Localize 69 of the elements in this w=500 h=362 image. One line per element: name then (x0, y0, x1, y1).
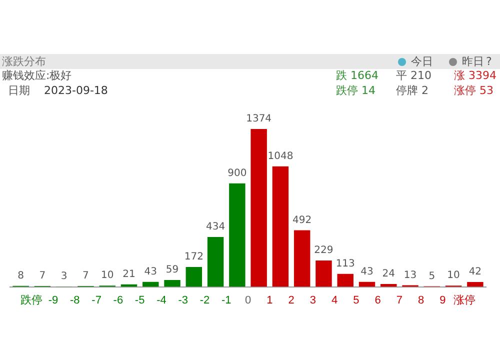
data-label: 8 (18, 270, 24, 282)
data-label: 172 (184, 252, 204, 263)
bar (358, 282, 376, 287)
text: 日期 (8, 84, 30, 97)
text: 跌 1664 (336, 69, 378, 82)
data-label: 7 (39, 270, 46, 282)
x-tick-label: 0 (244, 294, 252, 306)
data-label: 7 (82, 270, 89, 282)
x-tick-label: 跌停 (20, 294, 43, 306)
x-tick-label: -4 (156, 294, 166, 306)
bar (207, 236, 224, 287)
x-tick-label: 2 (288, 294, 294, 306)
data-label: 59 (166, 264, 179, 276)
data-label: 13 (404, 270, 417, 281)
x-tick-label: -8 (70, 294, 80, 306)
x-tick-label: 1 (266, 294, 273, 306)
data-label: 3 (60, 271, 68, 282)
x-tick-label: 5 (353, 294, 360, 306)
data-label: 900 (228, 168, 247, 180)
x-tick-label: -3 (178, 294, 188, 306)
chart-title: 涨跌分布 (2, 55, 46, 68)
text: 2023-09-18 (44, 84, 108, 97)
bar (337, 274, 354, 287)
text: 涨停 53 (454, 84, 494, 97)
bar (467, 282, 484, 287)
bar (250, 128, 267, 287)
text: 赚钱效应:极好 (2, 69, 72, 82)
data-label: 1048 (268, 151, 294, 162)
data-label: 492 (292, 214, 312, 226)
x-tick-label: -9 (48, 294, 58, 306)
data-label: 10 (100, 270, 114, 282)
x-tick-label: -5 (134, 294, 145, 306)
bar (186, 267, 202, 287)
bar (229, 183, 246, 287)
text: 昨日 (462, 55, 484, 68)
data-label: 43 (360, 266, 374, 278)
data-label: 434 (206, 222, 226, 233)
bar (294, 230, 310, 287)
data-label: 229 (314, 245, 334, 256)
x-tick-label: 涨停 (453, 294, 476, 306)
x-tick-label: 6 (374, 294, 381, 306)
x-tick-label: 8 (418, 294, 424, 306)
bar (142, 282, 159, 287)
x-tick-label: -2 (200, 294, 210, 306)
data-label: 113 (336, 258, 355, 270)
data-label: 5 (428, 270, 436, 282)
x-tick-label: -6 (113, 294, 124, 306)
bar (316, 260, 332, 287)
data-label: 10 (447, 270, 460, 282)
text: ? (486, 55, 492, 68)
data-label: 42 (468, 266, 482, 278)
x-tick-label: -7 (92, 294, 102, 306)
text: 今日 (411, 55, 433, 68)
bar (380, 284, 397, 287)
text: 平 210 (396, 69, 432, 82)
text: 跌停 14 (336, 84, 376, 97)
x-tick-label: -1 (221, 294, 232, 306)
data-label: 43 (144, 266, 158, 278)
data-label: 21 (122, 268, 136, 280)
x-tick-label: 4 (331, 294, 338, 306)
bar (272, 166, 289, 287)
x-tick-label: 3 (310, 294, 316, 306)
data-label: 24 (382, 268, 396, 280)
x-tick-label: 9 (440, 294, 446, 306)
data-label: 1374 (246, 114, 272, 125)
text: 涨 3394 (454, 69, 496, 82)
x-tick-label: 7 (396, 294, 403, 306)
bar (164, 280, 180, 287)
text: 停牌 2 (396, 84, 428, 97)
